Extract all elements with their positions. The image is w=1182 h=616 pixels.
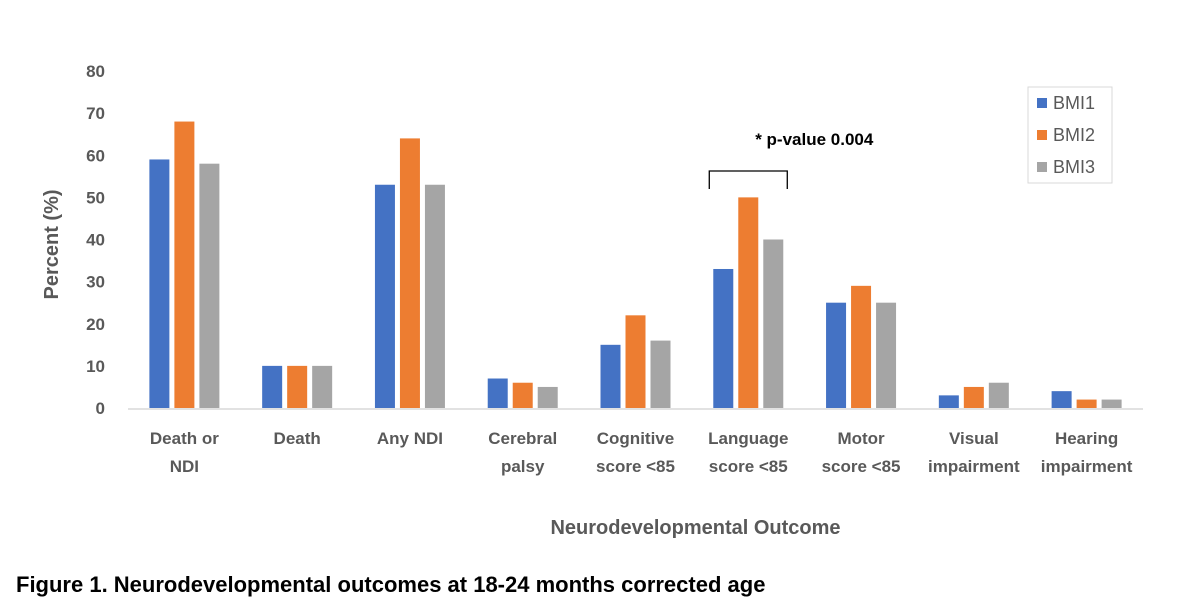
- bar-bmi1: [826, 302, 847, 408]
- y-tick-label: 80: [86, 62, 105, 81]
- category-label: score <85: [822, 457, 901, 476]
- category-label: Motor: [837, 429, 885, 448]
- category-label: Cognitive: [597, 429, 674, 448]
- bar-bmi3: [650, 340, 671, 408]
- bars: [149, 121, 1122, 409]
- category-label: Death: [274, 429, 321, 448]
- bar-bmi1: [938, 395, 959, 408]
- bar-bmi2: [174, 121, 195, 409]
- bar-bmi1: [262, 365, 283, 408]
- category-label: score <85: [596, 457, 675, 476]
- bar-bmi1: [713, 268, 734, 408]
- category-label: Hearing: [1055, 429, 1118, 448]
- figure-caption: Figure 1. Neurodevelopmental outcomes at…: [16, 572, 766, 597]
- bar-bmi3: [876, 302, 897, 408]
- bar-bmi1: [1051, 391, 1072, 408]
- bar-bmi2: [851, 285, 872, 408]
- y-tick-label: 0: [96, 399, 105, 418]
- category-label: impairment: [928, 457, 1020, 476]
- legend-label: BMI2: [1053, 125, 1095, 145]
- bar-bmi3: [1101, 399, 1122, 408]
- legend-swatch: [1037, 130, 1047, 140]
- y-tick-label: 20: [86, 315, 105, 334]
- bar-bmi2: [512, 382, 533, 408]
- bar-bmi2: [287, 365, 308, 408]
- bar-bmi1: [600, 344, 621, 408]
- category-label: score <85: [709, 457, 788, 476]
- bar-bmi2: [963, 386, 984, 408]
- category-label: Any NDI: [377, 429, 443, 448]
- bar-bmi2: [738, 197, 759, 408]
- category-labels: Death or NDI Death Any NDI Cerebral palsy Cogn…: [150, 429, 1133, 476]
- y-tick-label: 60: [86, 146, 105, 165]
- bar-bmi3: [312, 365, 333, 408]
- category-label: palsy: [501, 457, 545, 476]
- bar-chart: 0 10 20 30 40 50 60 70 80 Death or NDI Death Any ND…: [41, 62, 1143, 539]
- legend-label: BMI3: [1053, 157, 1095, 177]
- bar-bmi3: [199, 163, 220, 408]
- bar-bmi3: [537, 386, 558, 408]
- bar-bmi1: [374, 184, 395, 408]
- significance-annotation: * p-value 0.004: [708, 130, 874, 189]
- category-label: NDI: [170, 457, 199, 476]
- bar-bmi1: [149, 159, 170, 408]
- y-axis-title: Percent (%): [41, 189, 63, 299]
- bar-bmi3: [763, 239, 784, 408]
- legend-swatch: [1037, 98, 1047, 108]
- bar-bmi1: [487, 378, 508, 408]
- y-tick-label: 30: [86, 273, 105, 292]
- category-label: Cerebral: [488, 429, 557, 448]
- bar-bmi3: [988, 382, 1009, 408]
- significance-label: * p-value 0.004: [755, 130, 874, 149]
- legend-swatch: [1037, 162, 1047, 172]
- category-label: impairment: [1041, 457, 1133, 476]
- category-label: Death or: [150, 429, 219, 448]
- category-label: Visual: [949, 429, 999, 448]
- x-axis-title: Neurodevelopmental Outcome: [550, 517, 840, 539]
- legend-label: BMI1: [1053, 93, 1095, 113]
- category-label: Language: [708, 429, 788, 448]
- bar-bmi2: [1076, 399, 1097, 408]
- y-tick-label: 70: [86, 104, 105, 123]
- y-axis-ticks: 0 10 20 30 40 50 60 70 80: [86, 62, 105, 418]
- y-tick-label: 40: [86, 231, 105, 250]
- y-tick-label: 50: [86, 188, 105, 207]
- bar-bmi2: [399, 138, 420, 408]
- legend: BMI1 BMI2 BMI3: [1027, 86, 1113, 184]
- significance-bracket: [708, 170, 788, 189]
- y-tick-label: 10: [86, 357, 105, 376]
- bar-bmi2: [625, 315, 646, 408]
- bar-bmi3: [424, 184, 445, 408]
